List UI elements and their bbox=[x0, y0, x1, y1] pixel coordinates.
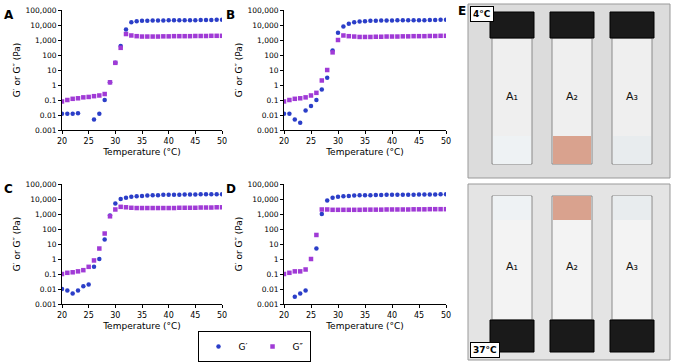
svg-text:10: 10 bbox=[47, 66, 57, 75]
svg-text:45: 45 bbox=[190, 311, 200, 320]
svg-text:45: 45 bbox=[190, 137, 200, 146]
svg-text:10,000: 10,000 bbox=[30, 21, 56, 30]
svg-text:Temperature (°C): Temperature (°C) bbox=[325, 321, 404, 331]
svg-text:4°C: 4°C bbox=[473, 9, 491, 19]
svg-text:20: 20 bbox=[279, 137, 289, 146]
svg-text:A₂: A₂ bbox=[566, 260, 578, 273]
svg-text:0.1: 0.1 bbox=[267, 270, 279, 279]
svg-text:25: 25 bbox=[84, 137, 94, 146]
svg-text:100,000: 100,000 bbox=[25, 6, 56, 15]
svg-text:45: 45 bbox=[414, 311, 424, 320]
svg-text:A₁: A₁ bbox=[506, 90, 518, 103]
svg-text:20: 20 bbox=[57, 137, 67, 146]
svg-text:35: 35 bbox=[360, 137, 370, 146]
svg-text:50: 50 bbox=[441, 137, 451, 146]
svg-text:100,000: 100,000 bbox=[247, 6, 278, 15]
svg-text:0.01: 0.01 bbox=[262, 111, 279, 120]
svg-text:35: 35 bbox=[360, 311, 370, 320]
svg-text:G′ or G″ (Pa): G′ or G″ (Pa) bbox=[12, 43, 22, 98]
svg-text:10: 10 bbox=[269, 66, 279, 75]
svg-text:Temperature (°C): Temperature (°C) bbox=[325, 147, 404, 157]
svg-text:0.1: 0.1 bbox=[45, 270, 57, 279]
svg-text:1,000: 1,000 bbox=[257, 210, 279, 219]
svg-text:1,000: 1,000 bbox=[35, 210, 57, 219]
svg-text:40: 40 bbox=[387, 311, 397, 320]
svg-text:A₂: A₂ bbox=[566, 90, 578, 103]
svg-text:25: 25 bbox=[306, 137, 316, 146]
svg-text:Temperature (°C): Temperature (°C) bbox=[102, 147, 181, 157]
svg-text:D: D bbox=[226, 182, 236, 196]
svg-text:45: 45 bbox=[414, 137, 424, 146]
svg-text:0.01: 0.01 bbox=[40, 111, 57, 120]
svg-text:G′ or G″ (Pa): G′ or G″ (Pa) bbox=[12, 217, 22, 272]
svg-text:Temperature (°C): Temperature (°C) bbox=[102, 321, 181, 331]
svg-text:10,000: 10,000 bbox=[252, 195, 278, 204]
svg-text:35: 35 bbox=[137, 137, 147, 146]
svg-text:A₃: A₃ bbox=[626, 260, 638, 273]
svg-text:100,000: 100,000 bbox=[247, 180, 278, 189]
svg-text:0.01: 0.01 bbox=[40, 285, 57, 294]
svg-text:10: 10 bbox=[269, 240, 279, 249]
svg-text:0.001: 0.001 bbox=[35, 300, 57, 309]
svg-text:40: 40 bbox=[164, 137, 174, 146]
svg-text:1: 1 bbox=[274, 81, 279, 90]
svg-text:35: 35 bbox=[137, 311, 147, 320]
svg-text:100,000: 100,000 bbox=[25, 180, 56, 189]
svg-text:G′ or G″ (Pa): G′ or G″ (Pa) bbox=[234, 43, 244, 98]
svg-text:50: 50 bbox=[217, 137, 227, 146]
svg-text:B: B bbox=[226, 8, 235, 22]
svg-text:G″: G″ bbox=[293, 342, 304, 352]
svg-text:1,000: 1,000 bbox=[257, 36, 279, 45]
svg-text:50: 50 bbox=[441, 311, 451, 320]
svg-text:100: 100 bbox=[42, 225, 57, 234]
svg-text:10,000: 10,000 bbox=[252, 21, 278, 30]
svg-text:1,000: 1,000 bbox=[35, 36, 57, 45]
svg-text:1: 1 bbox=[274, 255, 279, 264]
svg-text:10,000: 10,000 bbox=[30, 195, 56, 204]
svg-text:0.1: 0.1 bbox=[45, 96, 57, 105]
svg-text:A₁: A₁ bbox=[506, 260, 518, 273]
svg-text:0.01: 0.01 bbox=[262, 285, 279, 294]
svg-text:E: E bbox=[458, 4, 466, 18]
svg-text:100: 100 bbox=[264, 51, 279, 60]
svg-text:50: 50 bbox=[217, 311, 227, 320]
svg-text:A: A bbox=[4, 8, 14, 22]
svg-text:G′ or G″ (Pa): G′ or G″ (Pa) bbox=[234, 217, 244, 272]
svg-text:100: 100 bbox=[264, 225, 279, 234]
svg-text:A₃: A₃ bbox=[626, 90, 638, 103]
svg-text:100: 100 bbox=[42, 51, 57, 60]
svg-text:30: 30 bbox=[333, 311, 343, 320]
svg-text:40: 40 bbox=[387, 137, 397, 146]
svg-text:20: 20 bbox=[57, 311, 67, 320]
svg-text:30: 30 bbox=[110, 137, 120, 146]
svg-text:0.001: 0.001 bbox=[257, 300, 279, 309]
svg-text:0.001: 0.001 bbox=[257, 126, 279, 135]
svg-text:1: 1 bbox=[52, 255, 57, 264]
svg-text:G′: G′ bbox=[239, 342, 248, 352]
svg-text:10: 10 bbox=[47, 240, 57, 249]
svg-text:30: 30 bbox=[110, 311, 120, 320]
svg-text:20: 20 bbox=[279, 311, 289, 320]
svg-text:30: 30 bbox=[333, 137, 343, 146]
svg-text:37°C: 37°C bbox=[473, 345, 497, 355]
svg-text:25: 25 bbox=[306, 311, 316, 320]
svg-text:0.001: 0.001 bbox=[35, 126, 57, 135]
svg-text:25: 25 bbox=[84, 311, 94, 320]
svg-text:1: 1 bbox=[52, 81, 57, 90]
svg-text:40: 40 bbox=[164, 311, 174, 320]
svg-text:C: C bbox=[4, 182, 13, 196]
svg-text:0.1: 0.1 bbox=[267, 96, 279, 105]
